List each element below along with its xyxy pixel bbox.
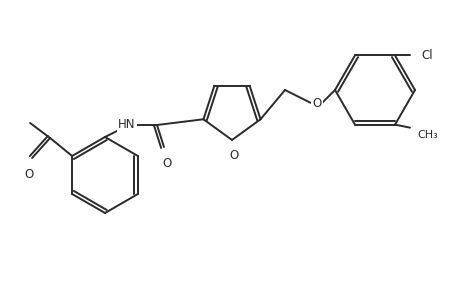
Text: O: O — [229, 149, 238, 162]
Text: Cl: Cl — [420, 49, 431, 62]
Text: HN: HN — [118, 118, 135, 131]
Text: O: O — [162, 157, 171, 170]
Text: CH₃: CH₃ — [416, 130, 437, 140]
Text: O: O — [312, 97, 321, 110]
Text: O: O — [24, 168, 34, 181]
